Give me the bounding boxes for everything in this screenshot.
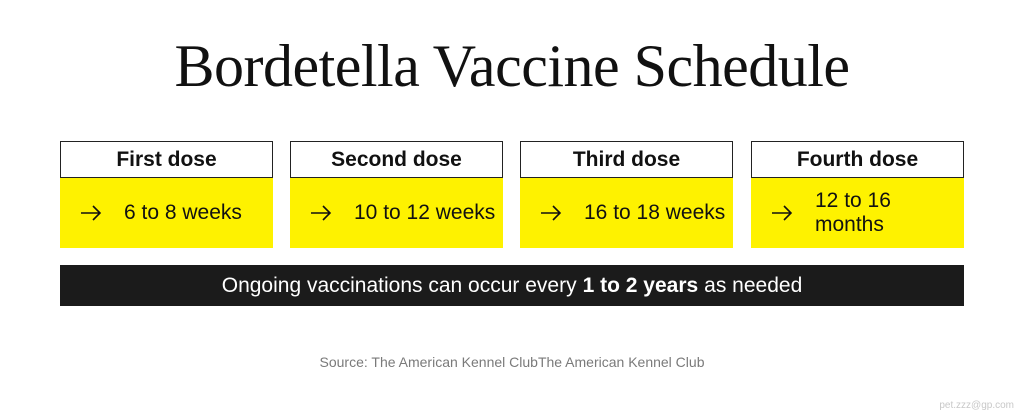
dose-card-fourth: Fourth dose 12 to 16 months — [751, 141, 964, 248]
banner-highlight: 1 to 2 years — [582, 273, 699, 297]
dose-label: Second dose — [290, 141, 503, 178]
arrow-right-icon — [310, 205, 332, 221]
dose-timing: 12 to 16 months — [815, 189, 891, 236]
arrow-right-icon — [540, 205, 562, 221]
dose-timing: 16 to 18 weeks — [584, 201, 726, 224]
arrow-right-icon — [771, 205, 793, 221]
arrow-right-icon — [80, 205, 102, 221]
source-credit: Source: The American Kennel ClubThe Amer… — [319, 354, 705, 370]
dose-card-third: Third dose 16 to 18 weeks — [520, 141, 733, 248]
dose-timing-row: 6 to 8 weeks — [60, 178, 273, 248]
dose-label: Third dose — [520, 141, 733, 178]
watermark: pet.zzz@gp.com — [939, 400, 1014, 411]
ongoing-vaccination-banner: Ongoing vaccinations can occur every 1 t… — [60, 265, 964, 306]
dose-timing: 10 to 12 weeks — [354, 201, 496, 224]
dose-label: First dose — [60, 141, 273, 178]
dose-card-second: Second dose 10 to 12 weeks — [290, 141, 503, 248]
page-title: Bordetella Vaccine Schedule — [174, 33, 850, 99]
dose-timing-row: 10 to 12 weeks — [290, 178, 503, 248]
dose-timing: 6 to 8 weeks — [124, 201, 242, 224]
dose-timing-row: 16 to 18 weeks — [520, 178, 733, 248]
dose-label: Fourth dose — [751, 141, 964, 178]
banner-suffix: as needed — [704, 273, 803, 297]
banner-prefix: Ongoing vaccinations can occur every — [221, 273, 577, 297]
dose-card-first: First dose 6 to 8 weeks — [60, 141, 273, 248]
dose-timing-row: 12 to 16 months — [751, 178, 964, 248]
